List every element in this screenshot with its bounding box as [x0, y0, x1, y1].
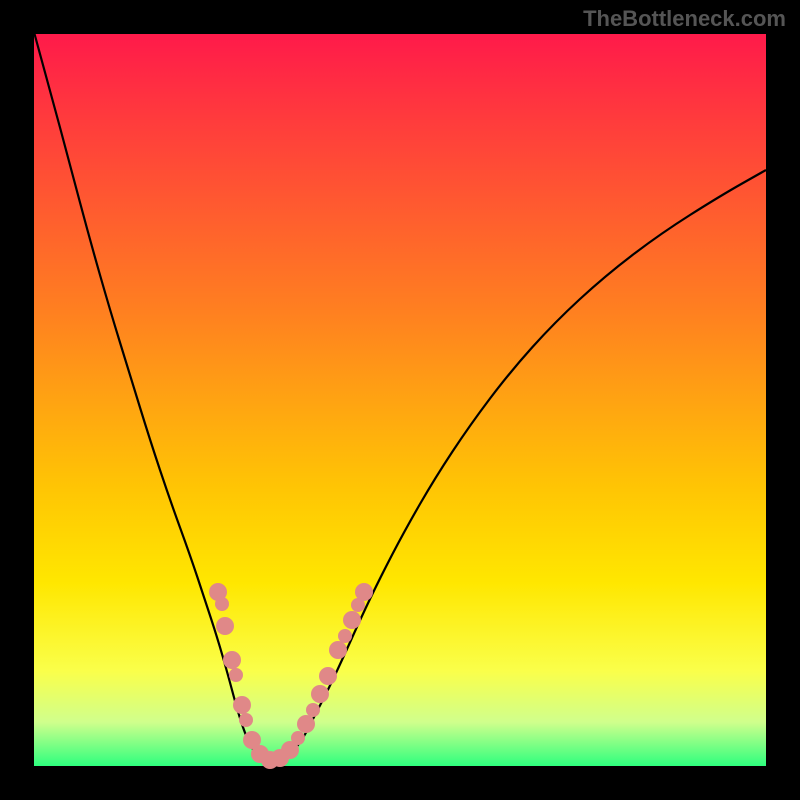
data-marker — [223, 651, 241, 669]
data-marker — [338, 629, 352, 643]
curve-overlay — [0, 0, 800, 800]
data-marker — [239, 713, 253, 727]
data-marker — [319, 667, 337, 685]
data-marker — [291, 731, 305, 745]
data-marker — [306, 703, 320, 717]
data-marker — [297, 715, 315, 733]
data-marker — [216, 617, 234, 635]
data-marker — [233, 696, 251, 714]
data-marker — [229, 668, 243, 682]
chart-container: TheBottleneck.com — [0, 0, 800, 800]
marker-group — [209, 583, 373, 769]
data-marker — [311, 685, 329, 703]
data-marker — [329, 641, 347, 659]
data-marker — [343, 611, 361, 629]
watermark-text: TheBottleneck.com — [583, 6, 786, 32]
bottleneck-curve-right — [273, 170, 766, 764]
data-marker — [215, 597, 229, 611]
data-marker — [355, 583, 373, 601]
